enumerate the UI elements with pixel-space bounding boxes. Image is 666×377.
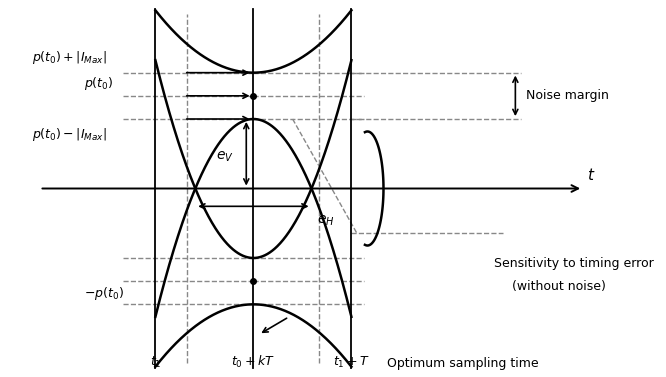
Text: Sensitivity to timing error: Sensitivity to timing error [494,257,654,270]
Text: $-p(t_0)$: $-p(t_0)$ [84,285,124,302]
Text: $t_1$: $t_1$ [150,355,161,370]
Text: $e_V$: $e_V$ [216,150,234,164]
Text: Optimum sampling time: Optimum sampling time [387,357,539,370]
Text: (without noise): (without noise) [511,280,605,293]
Text: $t_0+kT$: $t_0+kT$ [232,354,275,370]
Text: $e_H$: $e_H$ [317,213,334,228]
Text: Noise margin: Noise margin [526,89,609,102]
Text: $p(t_0)$: $p(t_0)$ [84,75,114,92]
Text: $t_1+T$: $t_1+T$ [333,355,370,370]
Text: $t$: $t$ [587,167,595,183]
Text: $p(t_0)-|I_{Max}|$: $p(t_0)-|I_{Max}|$ [33,126,107,143]
Text: $p(t_0)+|I_{Max}|$: $p(t_0)+|I_{Max}|$ [33,49,107,66]
